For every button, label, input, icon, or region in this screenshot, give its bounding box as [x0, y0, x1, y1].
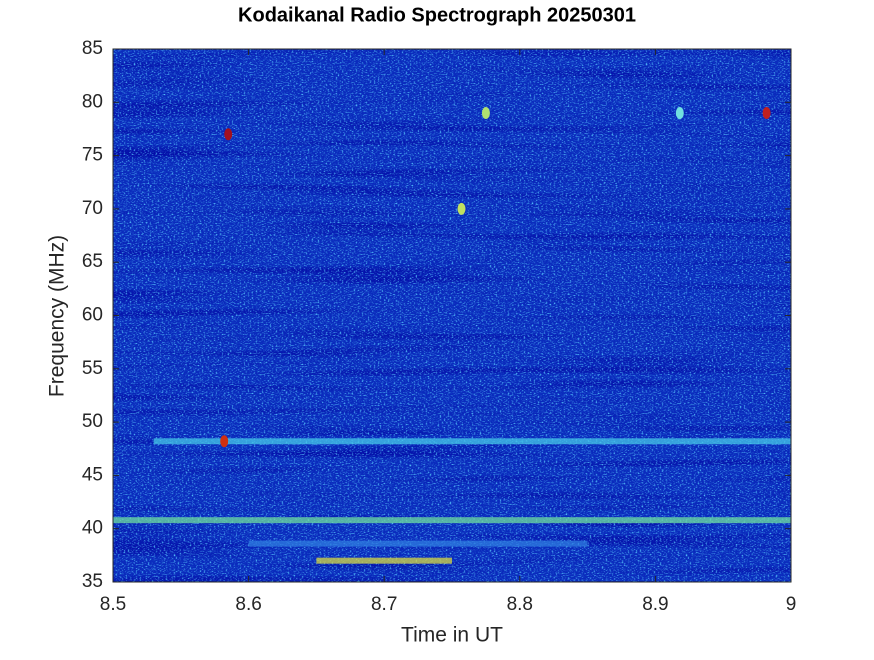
emission-band: [316, 557, 452, 564]
chart-title: Kodaikanal Radio Spectrograph 20250301: [238, 4, 636, 26]
burst-spot: [220, 435, 229, 448]
y-tick-label: 45: [82, 464, 103, 485]
y-tick-label: 75: [82, 145, 103, 166]
x-tick-label: 9: [786, 594, 797, 615]
burst-spot: [762, 106, 771, 119]
burst-spot: [675, 106, 684, 119]
y-axis-label: Frequency (MHz): [46, 235, 69, 397]
y-tick-label: 50: [82, 411, 103, 432]
y-tick-label: 70: [82, 198, 103, 219]
x-axis-label: Time in UT: [401, 624, 503, 647]
y-tick-label: 55: [82, 358, 103, 379]
y-tick-label: 80: [82, 91, 103, 112]
plot-area: [113, 49, 791, 582]
burst-spot: [457, 202, 466, 215]
y-tick-label: 85: [82, 38, 103, 59]
y-tick-label: 65: [82, 251, 103, 272]
burst-spot: [224, 128, 233, 141]
y-tick-label: 60: [82, 305, 103, 326]
x-tick-label: 8.6: [235, 594, 261, 615]
emission-band: [113, 517, 791, 524]
y-tick-label: 35: [82, 571, 103, 592]
x-tick-label: 8.7: [371, 594, 397, 615]
x-tick-label: 8.9: [642, 594, 668, 615]
emission-band: [153, 438, 791, 445]
x-tick-label: 8.5: [100, 594, 126, 615]
x-tick-label: 8.8: [507, 594, 533, 615]
y-tick-label: 40: [82, 518, 103, 539]
spectrogram-noise: [113, 49, 791, 582]
emission-band: [248, 540, 588, 547]
burst-spot: [481, 106, 490, 119]
